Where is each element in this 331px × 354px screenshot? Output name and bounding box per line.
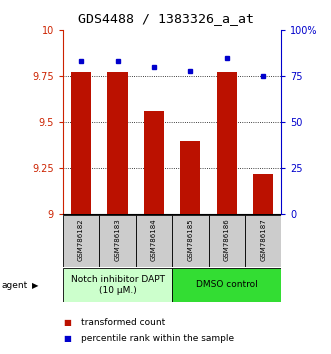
Text: GSM786184: GSM786184 bbox=[151, 219, 157, 261]
Text: GDS4488 / 1383326_a_at: GDS4488 / 1383326_a_at bbox=[77, 12, 254, 25]
Text: GSM786185: GSM786185 bbox=[187, 219, 193, 261]
Bar bbox=[180, 141, 200, 214]
Bar bbox=[245, 215, 281, 267]
Text: GSM786182: GSM786182 bbox=[78, 219, 84, 261]
Bar bbox=[144, 111, 164, 214]
Bar bbox=[99, 215, 136, 267]
Text: ■: ■ bbox=[63, 318, 71, 327]
Bar bbox=[63, 268, 172, 302]
Text: Notch inhibitor DAPT
(10 μM.): Notch inhibitor DAPT (10 μM.) bbox=[71, 275, 165, 295]
Text: transformed count: transformed count bbox=[81, 318, 166, 327]
Text: GSM786186: GSM786186 bbox=[224, 219, 230, 261]
Text: ▶: ▶ bbox=[32, 281, 39, 290]
Text: DMSO control: DMSO control bbox=[196, 280, 258, 289]
Text: GSM786183: GSM786183 bbox=[115, 219, 120, 261]
Bar bbox=[136, 215, 172, 267]
Bar bbox=[172, 268, 281, 302]
Bar bbox=[217, 73, 237, 214]
Text: GSM786187: GSM786187 bbox=[260, 219, 266, 261]
Bar bbox=[253, 174, 273, 214]
Bar bbox=[209, 215, 245, 267]
Bar bbox=[63, 215, 99, 267]
Bar bbox=[71, 73, 91, 214]
Bar bbox=[172, 215, 209, 267]
Text: ■: ■ bbox=[63, 333, 71, 343]
Text: agent: agent bbox=[2, 281, 28, 290]
Bar bbox=[108, 73, 127, 214]
Text: percentile rank within the sample: percentile rank within the sample bbox=[81, 333, 234, 343]
